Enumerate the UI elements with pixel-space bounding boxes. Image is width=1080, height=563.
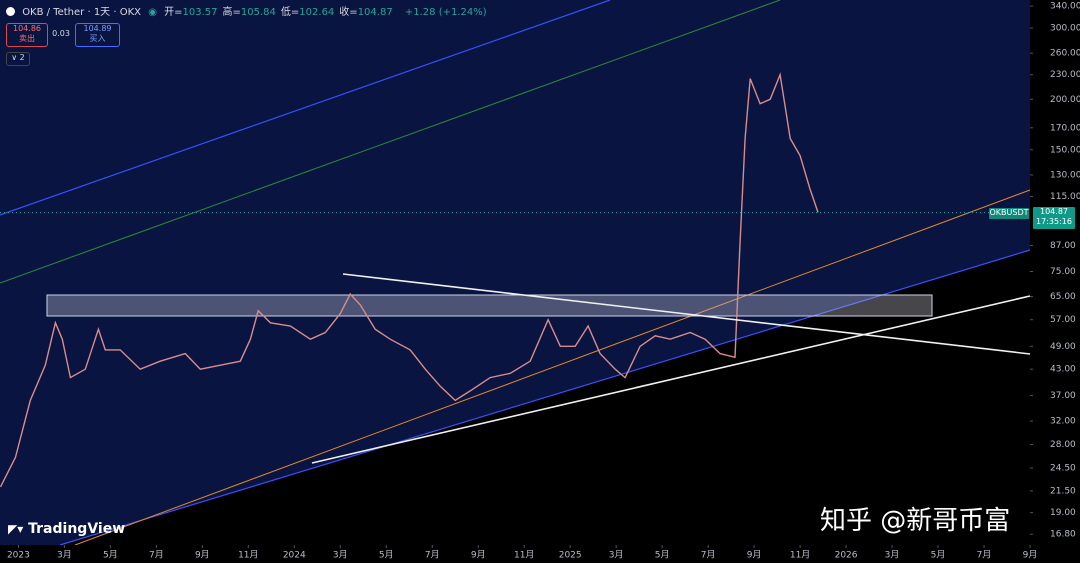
y-tick-label: 43.00: [1050, 365, 1076, 375]
x-tick-label: 5月: [379, 550, 394, 561]
y-tick-label: 28.00: [1050, 440, 1076, 450]
x-tick-label: 7月: [977, 550, 992, 561]
x-tick-label: 2025: [559, 551, 582, 561]
y-tick-label: 57.00: [1050, 315, 1076, 325]
x-tick-label: 2023: [7, 551, 30, 561]
x-tick-label: 11月: [238, 550, 258, 561]
price-line: [0, 72, 819, 488]
ohlc-value: 103.57: [182, 7, 218, 18]
sell-price: 104.86: [13, 24, 41, 33]
y-tick-label: 75.00: [1050, 267, 1076, 277]
x-tick-label: 9月: [471, 550, 486, 561]
ascending-trendline: [311, 295, 1031, 464]
ohlc-value: 104.87: [357, 7, 393, 18]
y-tick-label: 19.00: [1050, 508, 1076, 518]
x-tick-label: 3月: [885, 550, 900, 561]
y-tick-label: 37.00: [1050, 391, 1076, 401]
ohlc: 开=103.57 高=105.84 低=102.64 收=104.87: [164, 7, 398, 18]
y-tick-label: 16.80: [1050, 530, 1076, 540]
orange-trend: [74, 189, 1031, 546]
watermark-author: 知乎 @新哥币富: [820, 506, 1011, 536]
x-tick-label: 7月: [701, 550, 716, 561]
symbol-tag: OKBUSDT: [989, 208, 1029, 219]
x-tick-label: 9月: [747, 550, 762, 561]
layers-toggle[interactable]: ∨ 2: [6, 52, 30, 66]
status-dot: ◉: [148, 7, 157, 18]
watermark-logo: ◤▾ TradingView: [8, 521, 126, 537]
lower-shade: [0, 250, 1030, 545]
y-axis-area: [1030, 0, 1080, 563]
y-tick-label: 115.00: [1050, 192, 1080, 202]
ohlc-label: 低=: [280, 7, 300, 18]
countdown: 17:35:16: [1036, 217, 1072, 226]
x-tick-label: 5月: [103, 550, 118, 561]
y-tick-label: 150.00: [1050, 145, 1080, 155]
descending-trendline: [342, 273, 1031, 355]
y-tick-label: 200.00: [1050, 95, 1080, 105]
change: +1.28 (+1.24%): [404, 7, 487, 18]
x-tick-label: 9月: [195, 550, 210, 561]
x-tick-label: 11月: [790, 550, 810, 561]
y-tick-label: 24.50: [1050, 463, 1076, 473]
x-tick-label: 11月: [514, 550, 534, 561]
spread: 0.03: [52, 29, 70, 38]
y-tick-label: 21.50: [1050, 486, 1076, 496]
resistance-zone: [46, 294, 933, 317]
symbol: OKB / Tether · 1天 · OKX: [22, 7, 142, 18]
last-price: 104.87: [1040, 207, 1068, 216]
ohlc-label: 收=: [339, 7, 358, 18]
layers-count: 2: [19, 53, 25, 62]
x-tick-label: 2026: [835, 551, 858, 561]
ohlc-value: 105.84: [240, 7, 276, 18]
ohlc-value: 102.64: [299, 7, 335, 18]
x-axis-area: [0, 545, 1080, 563]
y-tick-label: 32.00: [1050, 417, 1076, 427]
x-tick-label: 3月: [57, 550, 72, 561]
channel-lower: [59, 249, 1031, 546]
ohlc-label: 开=: [164, 7, 183, 18]
y-tick-label: 230.00: [1050, 70, 1080, 80]
ohlc-label: 高=: [222, 7, 241, 18]
x-tick-label: 7月: [425, 550, 440, 561]
channel-upper: [0, 0, 611, 216]
y-tick-label: 130.00: [1050, 170, 1080, 180]
buy-label: 买入: [89, 34, 106, 43]
y-tick-label: 65.00: [1050, 292, 1076, 302]
y-tick-label: 49.00: [1050, 342, 1076, 352]
y-tick-label: 170.00: [1050, 123, 1080, 133]
x-tick-label: 2024: [283, 551, 306, 561]
y-tick-label: 340.00: [1050, 2, 1080, 12]
x-tick-label: 5月: [655, 550, 670, 561]
x-tick-label: 3月: [333, 550, 348, 561]
y-tick-label: 260.00: [1050, 49, 1080, 59]
buy-price: 104.89: [83, 24, 112, 33]
x-tick-label: 7月: [149, 550, 164, 561]
price-label: 104.87 17:35:16: [1033, 207, 1075, 229]
sell-label: 卖出: [19, 34, 35, 43]
y-tick-label: 87.00: [1050, 241, 1076, 251]
channel-mid: [0, 0, 781, 284]
x-tick-label: 3月: [609, 550, 624, 561]
x-tick-label: 5月: [931, 550, 946, 561]
buy-button[interactable]: 104.89 买入: [75, 23, 120, 47]
y-tick-label: 300.00: [1050, 24, 1080, 34]
header: OKB / Tether · 1天 · OKX ◉ 开=103.57 高=105.…: [6, 3, 491, 18]
x-tick-label: 9月: [1023, 550, 1038, 561]
watermark-text: TradingView: [28, 521, 126, 537]
symbol-icon: [6, 7, 15, 16]
sell-button[interactable]: 104.86 卖出: [6, 23, 48, 47]
